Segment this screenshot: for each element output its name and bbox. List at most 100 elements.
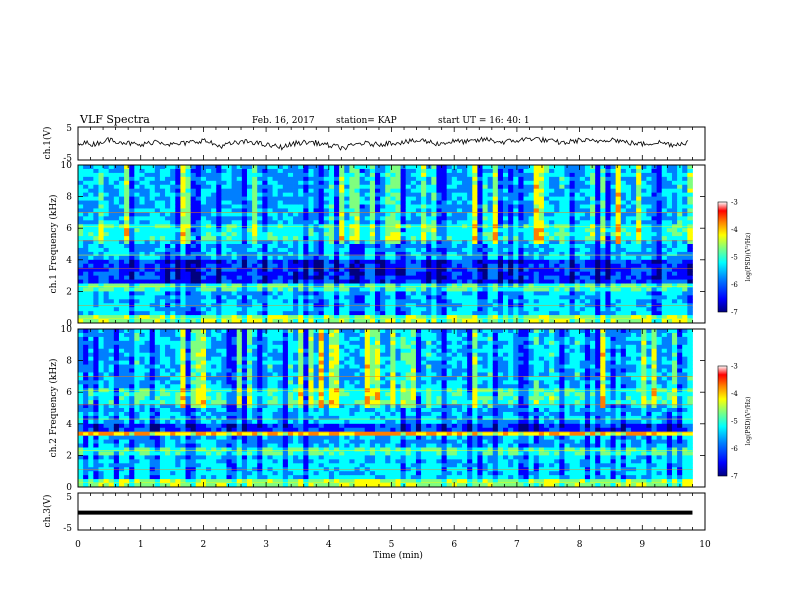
spectrogram-cell: [554, 168, 560, 174]
spectrogram-cell: [410, 283, 417, 288]
spectrogram-cell: [451, 275, 458, 280]
spectrogram-cell: [508, 311, 514, 316]
spectrogram-cell: [118, 299, 125, 304]
spectrogram-cell: [421, 299, 427, 304]
spectrogram-cell: [78, 267, 84, 273]
spectrogram-cell: [610, 291, 617, 296]
spectrogram-cell: [349, 311, 355, 316]
spectrogram-cell: [415, 200, 422, 205]
spectrogram-cell: [190, 247, 197, 253]
spectrogram-cell: [523, 251, 529, 257]
spectrogram-cell: [262, 180, 268, 186]
spectrogram-cell: [395, 271, 401, 276]
spectrogram-cell: [421, 232, 427, 237]
spectrogram-cell: [354, 244, 361, 249]
spectrogram-cell: [298, 204, 304, 209]
spectrogram-cell: [144, 204, 151, 209]
spectrogram-cell: [180, 283, 186, 288]
spectrogram-cell: [405, 263, 412, 269]
spectrogram-cell: [298, 263, 304, 269]
spectrogram-cell: [252, 212, 258, 217]
spectrogram-cell: [415, 188, 422, 194]
spectrogram-cell: [400, 236, 407, 241]
spectrogram-cell: [620, 240, 627, 245]
spectrogram-cell: [108, 228, 115, 233]
spectrogram-cell: [241, 279, 248, 284]
spectrogram-cell: [426, 255, 432, 261]
spectrogram-cell: [364, 244, 371, 249]
spectrogram-cell: [513, 259, 519, 265]
spectrogram-cell: [257, 208, 263, 213]
spectrogram-cell: [359, 192, 366, 197]
spectrogram-cell: [441, 267, 448, 273]
spectrogram-cell: [615, 287, 622, 292]
spectrogram-cell: [287, 247, 294, 253]
spectrogram-cell: [441, 247, 448, 253]
spectrogram-cell: [180, 247, 186, 253]
spectrogram-cell: [334, 244, 340, 249]
spectrogram-cell: [129, 204, 135, 209]
spectrogram-cell: [472, 168, 478, 174]
spectrogram-cell: [241, 168, 248, 174]
spectrogram-cell: [124, 220, 130, 225]
spectrogram-cell: [180, 236, 186, 241]
spectrogram-cell: [129, 263, 135, 269]
spectrogram-cell: [646, 168, 652, 174]
spectrogram-cell: [246, 271, 253, 276]
spectrogram-cell: [426, 176, 432, 182]
spectrogram-cell: [185, 216, 192, 221]
spectrogram-cell: [513, 240, 519, 245]
spectrogram-cell: [200, 176, 207, 182]
spectrogram-cell: [431, 255, 437, 261]
spectrogram-cell: [487, 232, 494, 237]
spectrogram-cell: [78, 384, 84, 389]
spectrogram-cell: [103, 188, 110, 194]
spectrogram-cell: [103, 271, 110, 276]
spectrogram-cell: [636, 192, 642, 197]
spectrogram-cell: [651, 251, 658, 257]
spectrogram-cell: [231, 279, 238, 284]
spectrogram-cell: [78, 311, 84, 316]
spectrogram-cell: [472, 283, 478, 288]
spectrogram-cell: [385, 188, 391, 194]
spectrogram-cell: [78, 192, 84, 197]
spectrogram-cell: [451, 188, 458, 194]
spectrogram-cell: [328, 247, 335, 253]
spectrogram-cell: [421, 184, 427, 190]
spectrogram-cell: [103, 315, 110, 320]
spectrogram-cell: [252, 240, 258, 245]
spectrogram-cell: [549, 244, 555, 249]
spectrogram-cell: [308, 295, 314, 300]
spectrogram-cell: [231, 232, 238, 237]
spectrogram-cell: [569, 236, 576, 241]
spectrogram-cell: [185, 311, 192, 316]
spectrogram-cell: [569, 176, 576, 182]
spectrogram-cell: [190, 220, 197, 225]
spectrogram-cell: [93, 311, 99, 316]
spectrogram-cell: [441, 165, 448, 170]
spectrogram-cell: [631, 315, 637, 320]
spectrogram-cell: [293, 287, 299, 292]
spectrogram-cell: [200, 311, 207, 316]
spectrogram-cell: [308, 291, 314, 296]
spectrogram-cell: [236, 176, 243, 182]
spectrogram-cell: [257, 220, 263, 225]
spectrogram-cell: [369, 267, 376, 273]
spectrogram-cell: [590, 315, 596, 320]
spectrogram-cell: [246, 220, 253, 225]
spectrogram-cell: [374, 240, 381, 245]
spectrogram-cell: [303, 275, 309, 280]
spectrogram-cell: [410, 279, 417, 284]
spectrogram-cell: [175, 291, 181, 296]
spectrogram-cell: [149, 255, 156, 261]
spectrogram-cell: [543, 228, 550, 233]
spectrogram-cell: [543, 165, 550, 170]
spectrogram-cell: [318, 168, 325, 174]
spectrogram-cell: [426, 196, 432, 201]
spectrogram-cell: [666, 259, 673, 265]
spectrogram-cell: [211, 192, 217, 197]
spectrogram-cell: [590, 255, 596, 261]
spectrogram-cell: [656, 319, 663, 324]
spectrogram-cell: [590, 279, 596, 284]
spectrogram-cell: [246, 279, 253, 284]
